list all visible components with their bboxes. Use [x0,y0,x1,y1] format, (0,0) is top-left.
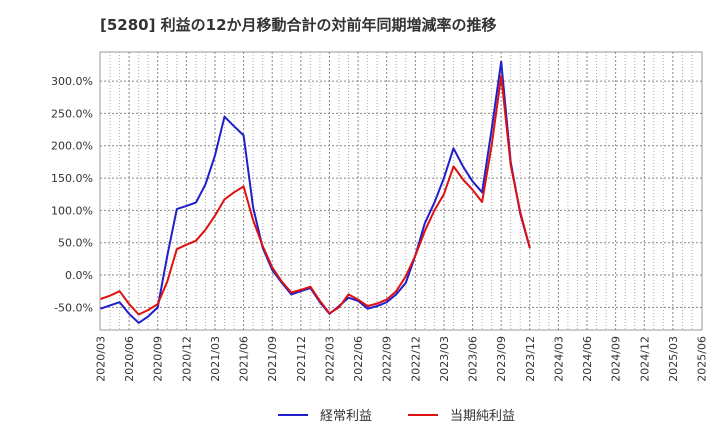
series-lines [100,60,531,324]
x-tick-label: 2025/06 [696,336,709,382]
chart-title: [5280] 利益の12か月移動合計の対前年同期増減率の推移 [100,16,497,34]
x-tick-label: 2024/12 [638,336,651,382]
y-tick-label: 100.0% [51,204,93,217]
x-tick-label: 2023/09 [495,336,508,382]
y-tick-label: -50.0% [54,301,93,314]
x-tick-label: 2021/12 [295,336,308,382]
x-tick-label: 2024/09 [610,336,623,382]
legend: 経常利益 当期純利益 [278,409,515,424]
y-axis-ticks: -50.0% 0.0% 50.0% 100.0% 150.0% 200.0% 250.0% 3… [51,75,93,314]
y-tick-label: 150.0% [51,172,93,185]
x-tick-label: 2024/06 [581,336,594,382]
x-tick-label: 2020/06 [123,336,136,382]
x-tick-label: 2023/03 [438,336,451,382]
series-line-2 [100,74,531,316]
x-axis-ticks: 2020/03 2020/06 2020/09 2020/12 2021/03 2021/… [95,336,709,382]
x-tick-label: 2022/12 [409,336,422,382]
y-tick-label: 50.0% [58,237,93,250]
y-tick-label: 250.0% [51,107,93,120]
x-tick-label: 2024/03 [552,336,565,382]
legend-label-2: 当期純利益 [450,409,515,424]
y-tick-label: 0.0% [65,269,93,282]
x-tick-label: 2022/03 [323,336,336,382]
x-tick-label: 2020/03 [95,336,108,382]
x-tick-label: 2025/03 [667,336,680,382]
grid-lines [100,52,702,330]
x-tick-label: 2020/09 [152,336,165,382]
x-tick-label: 2020/12 [180,336,193,382]
x-tick-label: 2021/03 [209,336,222,382]
x-tick-label: 2023/12 [524,336,537,382]
y-tick-label: 300.0% [51,75,93,88]
x-tick-label: 2023/06 [467,336,480,382]
y-tick-label: 200.0% [51,140,93,153]
x-tick-label: 2022/09 [381,336,394,382]
legend-label-1: 経常利益 [320,409,372,424]
x-tick-label: 2021/09 [266,336,279,382]
x-tick-label: 2022/06 [352,336,365,382]
x-tick-label: 2021/06 [238,336,251,382]
